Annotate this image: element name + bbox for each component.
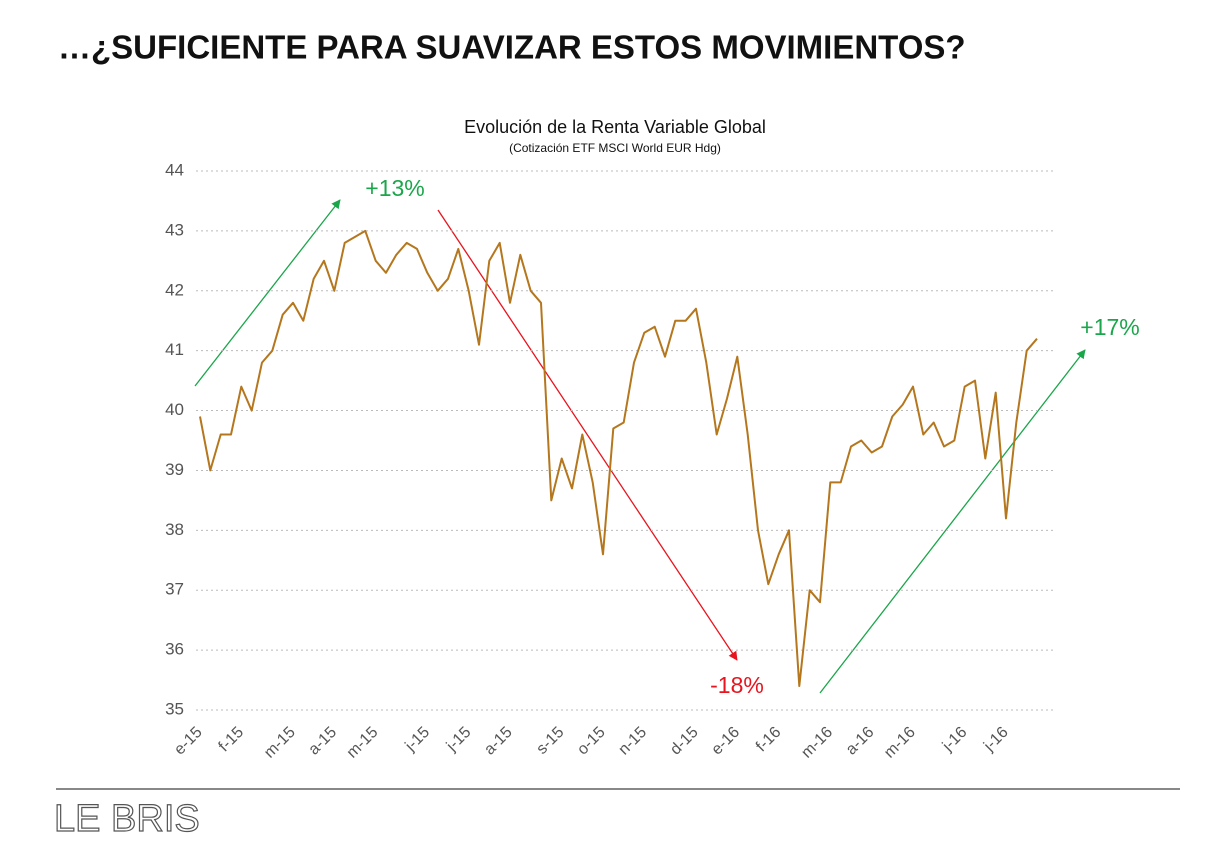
x-tick-label: m-16 bbox=[881, 724, 919, 762]
x-tick-label: a-15 bbox=[481, 724, 516, 759]
page-title: …¿SUFICIENTE PARA SUAVIZAR ESTOS MOVIMIE… bbox=[58, 29, 966, 66]
x-tick-label: f-16 bbox=[753, 724, 785, 756]
y-tick-label: 37 bbox=[165, 580, 184, 599]
x-tick-label: j-16 bbox=[980, 724, 1012, 756]
y-tick-label: 36 bbox=[165, 640, 184, 659]
x-tick-label: o-15 bbox=[574, 724, 609, 759]
trend-arrow bbox=[194, 199, 341, 387]
x-tick-label: j-15 bbox=[402, 724, 434, 756]
logo: LE BRIS bbox=[54, 798, 200, 840]
y-tick-label: 39 bbox=[165, 460, 184, 479]
trend-arrow bbox=[819, 349, 1086, 694]
x-tick-label: s-15 bbox=[533, 724, 567, 758]
y-tick-label: 35 bbox=[165, 699, 184, 718]
chart-title: Evolución de la Renta Variable Global bbox=[464, 117, 766, 137]
x-tick-label: a-15 bbox=[305, 724, 340, 759]
x-tick-label: e-16 bbox=[708, 724, 743, 759]
x-tick-label: f-15 bbox=[216, 724, 248, 756]
y-tick-label: 40 bbox=[165, 400, 184, 419]
x-tick-label: e-15 bbox=[171, 724, 206, 759]
x-tick-label: m-16 bbox=[798, 724, 836, 762]
trend-arrow bbox=[437, 209, 738, 661]
x-tick-label: m-15 bbox=[261, 724, 299, 762]
x-tick-label: d-15 bbox=[667, 724, 702, 759]
x-tick-label: m-15 bbox=[344, 724, 382, 762]
x-tick-label: n-15 bbox=[615, 724, 650, 759]
chart-subtitle: (Cotización ETF MSCI World EUR Hdg) bbox=[509, 141, 721, 155]
x-tick-label: a-16 bbox=[843, 724, 878, 759]
y-tick-label: 44 bbox=[165, 160, 184, 179]
y-tick-label: 42 bbox=[165, 280, 184, 299]
y-tick-label: 41 bbox=[165, 340, 184, 359]
y-tick-label: 43 bbox=[165, 220, 184, 239]
price-line bbox=[199, 229, 1038, 687]
annotation: +13% bbox=[365, 175, 424, 201]
y-tick-label: 38 bbox=[165, 520, 184, 539]
annotation: -18% bbox=[710, 672, 764, 698]
annotation: +17% bbox=[1080, 314, 1139, 340]
x-tick-label: j-15 bbox=[443, 724, 475, 756]
x-tick-label: j-16 bbox=[939, 724, 971, 756]
